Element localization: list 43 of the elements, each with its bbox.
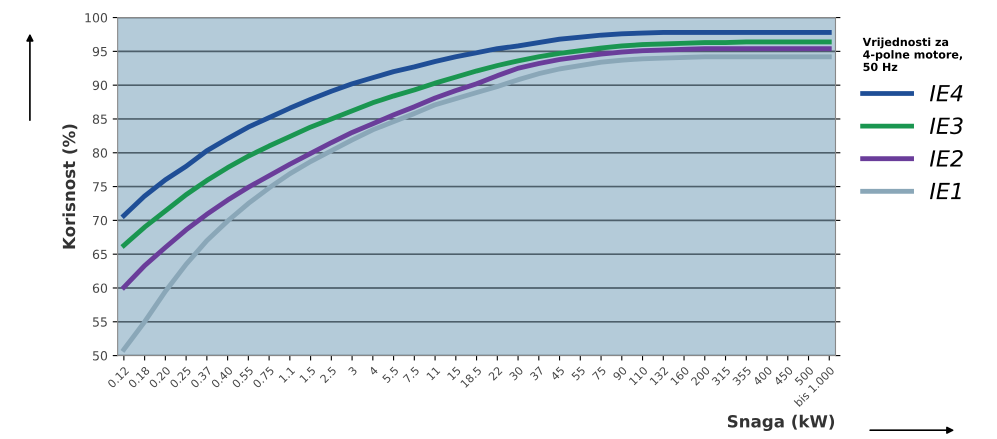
x-tick-label: 7.5 [402,366,420,384]
line-series [121,39,832,248]
line-series [121,54,832,352]
x-tick-label: 22 [488,366,502,381]
y-tick-label: 80 [92,148,108,158]
x-tick-label: 4 [368,366,378,376]
x-tick-label: 450 [773,366,794,386]
x-tick-label: 2.5 [320,366,337,384]
y-tick-label: 75 [93,182,107,192]
legend-label: IE4 [930,85,962,102]
line-series [121,30,832,218]
x-tick-label: 110 [628,366,648,386]
x-tick-label: 3 [348,366,358,376]
x-tick-label: 37 [530,366,544,381]
x-tick-label: 1.1 [278,366,296,383]
x-tick-label: 400 [752,366,773,386]
legend-title: Vrijednosti za 4-polne motore, 50 Hz [862,38,962,72]
y-axis-title: Korisnost (%) [62,124,78,248]
legend-label: IE2 [930,150,963,167]
x-tick-label: 15 [446,366,462,381]
legend-label: IE1 [930,182,961,200]
y-tick-label: 95 [92,46,107,56]
x-axis-title: Snaga (kW) [728,414,834,431]
y-tick-label: 90 [92,80,108,90]
x-tick-label: 132 [649,366,669,386]
y-tick-label: 65 [92,250,107,260]
x-tick-label: 90 [612,366,628,381]
x-tick-label: 5.5 [382,366,399,384]
y-tick-label: 55 [92,317,107,327]
y-tick-label: 60 [92,283,108,293]
x-tick-label: 55 [571,366,586,381]
x-tick-label: 30 [508,366,524,381]
y-tick-label: 100 [85,13,108,22]
line-series [121,46,832,290]
x-tick-label: 75 [592,366,606,381]
y-tick-label: 50 [92,351,108,361]
x-tick-label: 45 [550,366,565,382]
legend-label: IE3 [930,117,963,134]
x-tick-label: 160 [670,366,690,386]
y-tick-label: 70 [93,216,108,226]
x-tick-label: 1.5 [299,366,316,384]
x-tick-label: 11 [426,366,440,380]
y-tick-label: 85 [92,114,107,124]
